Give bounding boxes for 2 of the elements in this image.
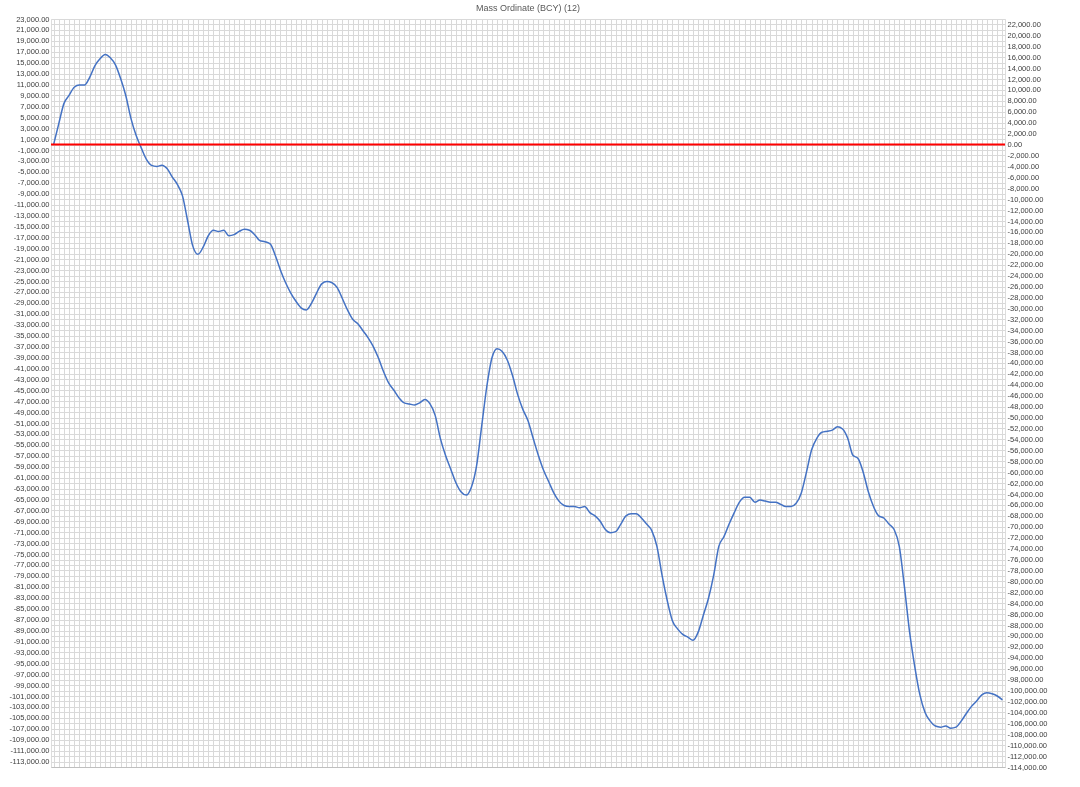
line-series: [52, 53, 1004, 729]
chart-title: Mass Ordinate (BCY) (12): [475, 3, 581, 13]
